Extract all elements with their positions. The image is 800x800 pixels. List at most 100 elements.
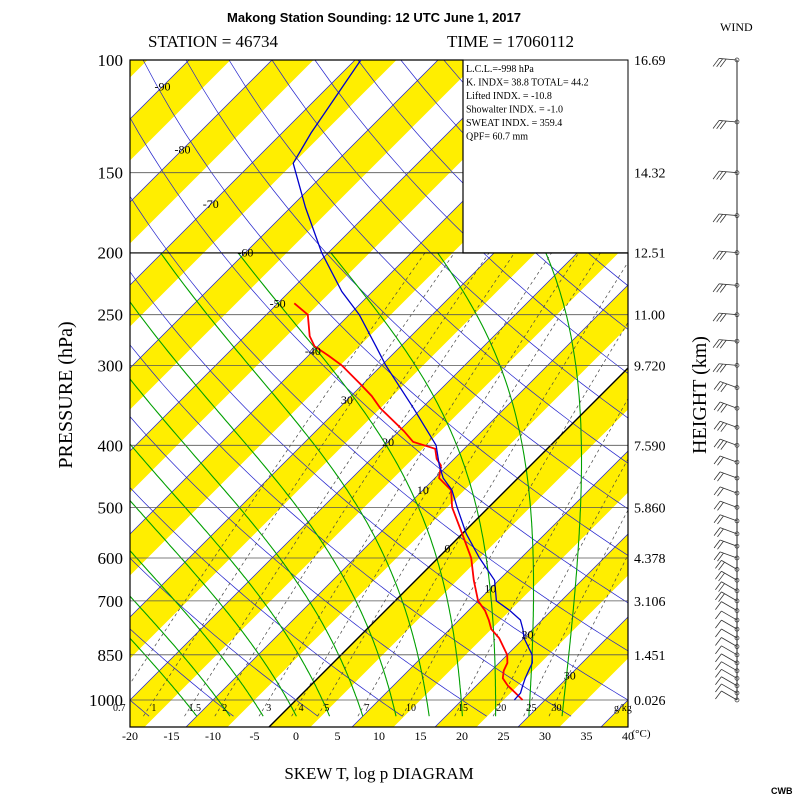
wind-barb-flag [713,420,721,430]
wind-barb [719,312,738,316]
wind-barb [719,381,738,388]
wind-barb [721,676,738,687]
height-tick-label: 9.720 [634,359,666,374]
pressure-tick-label: 250 [98,306,124,325]
temperature-tick-label: 35 [581,729,593,743]
wind-barb-flag [715,645,722,655]
mixing-ratio-label: 30 [552,703,562,714]
dry-adiabat [659,60,800,716]
moist-adiabat [130,378,231,717]
wind-barb-flag [718,572,725,582]
wind-level-marker [734,567,740,572]
wind-barb-flag [712,363,720,373]
mixing-ratio-label: 4 [299,703,304,714]
isotherm-line [130,253,522,727]
moist-adiabat [437,253,535,717]
wind-barb-flag [712,312,720,322]
upper-lines [0,60,463,727]
temperature-band [425,253,628,727]
wind-barb-flag [716,120,723,130]
mixing-ratio-label: 7 [364,703,369,714]
temperature-band [130,60,148,78]
wind-barb [719,486,738,494]
isotherm-line [0,60,106,727]
indices-box-bg [463,60,628,253]
mixing-ratio-label: 3 [266,703,271,714]
wind-level-marker [734,543,740,549]
moist-adiabat [160,253,430,717]
wind-barb-flag [713,551,721,561]
wind-barb [719,170,738,174]
wind-barb [721,570,738,581]
mixing-ratio-line [401,253,628,717]
wind-level-marker [734,635,740,641]
isotherm-line [244,60,439,253]
wind-barb [721,645,738,656]
isotherm-label: 0 [444,542,450,556]
wind-barb-flag [713,539,721,549]
wind-level-marker [734,660,740,666]
wind-barb-flag [712,250,720,260]
wind-level-marker [734,385,740,390]
temperature-band [130,253,573,727]
stability-index-text: L.C.L.=-998 hPa [466,64,534,75]
height-tick-label: 14.32 [634,167,666,182]
mixing-ratio-label: 20 [496,703,506,714]
wind-level-marker [734,644,740,649]
wind-level-marker [734,475,740,481]
mixing-ratio-label: 25 [526,703,536,714]
height-tick-label: 7.590 [634,439,666,454]
moist-adiabat [130,399,198,717]
wind-level-marker [734,531,740,537]
dry-adiabat [130,253,572,717]
pressure-tick-label: 200 [98,244,124,263]
temperature-band [162,60,397,253]
isotherm-line [130,253,605,727]
dewpoint-profile-line [292,60,533,701]
mixing-ratio-line [291,253,580,717]
temperature-tick-label: -15 [164,729,180,743]
wind-barb-flag [716,339,723,349]
dry-adiabat [142,253,628,717]
wind-barb-flag [719,214,727,223]
isotherm-label: -40 [305,344,321,358]
temperature-band [130,253,628,727]
dry-adiabat [130,253,628,717]
isotherm-label: 30 [564,668,576,682]
height-tick-label: 11.00 [634,309,665,324]
temperature-tick-label: -20 [122,729,138,743]
pressure-tick-label: 500 [98,498,124,517]
mixing-ratio-line [130,253,426,717]
isotherm-label: -90 [155,79,171,93]
pressure-axis-label: PRESSURE (hPa) [55,321,77,468]
wind-barb [721,628,738,639]
isotherm-label: 10 [484,582,496,596]
height-tick-label: 3.106 [634,595,666,610]
wind-barb [719,250,738,254]
wind-barb [721,683,738,694]
wind-barb-flag [720,383,728,393]
stability-index-text: Lifted INDX. = -10.8 [466,91,552,102]
wind-barb [719,438,738,446]
wind-level-marker [734,697,740,703]
wind-barb-flag [716,283,723,293]
wind-barb-flag [719,313,727,322]
wind-barb-flag [717,528,724,538]
wind-barb-flag [715,581,722,590]
mixing-ratio-line [143,253,455,717]
wind-barb [719,420,738,428]
pressure-tick-label: 400 [98,436,124,455]
temperature-tick-label: 25 [498,729,510,743]
wind-level-marker [734,652,740,658]
wind-barb-flag [716,313,723,322]
wind-barb-flag [716,171,723,180]
wind-level-marker [734,617,740,623]
chart-lines [0,59,800,728]
temperature-tick-label: 15 [415,729,427,743]
wind-barb-flag [715,690,722,700]
temperature-band [130,253,628,727]
wind-barb [719,500,738,508]
wind-barb [721,619,738,630]
wind-barb-flag [713,438,721,448]
height-axis-label: HEIGHT (km) [689,336,711,454]
